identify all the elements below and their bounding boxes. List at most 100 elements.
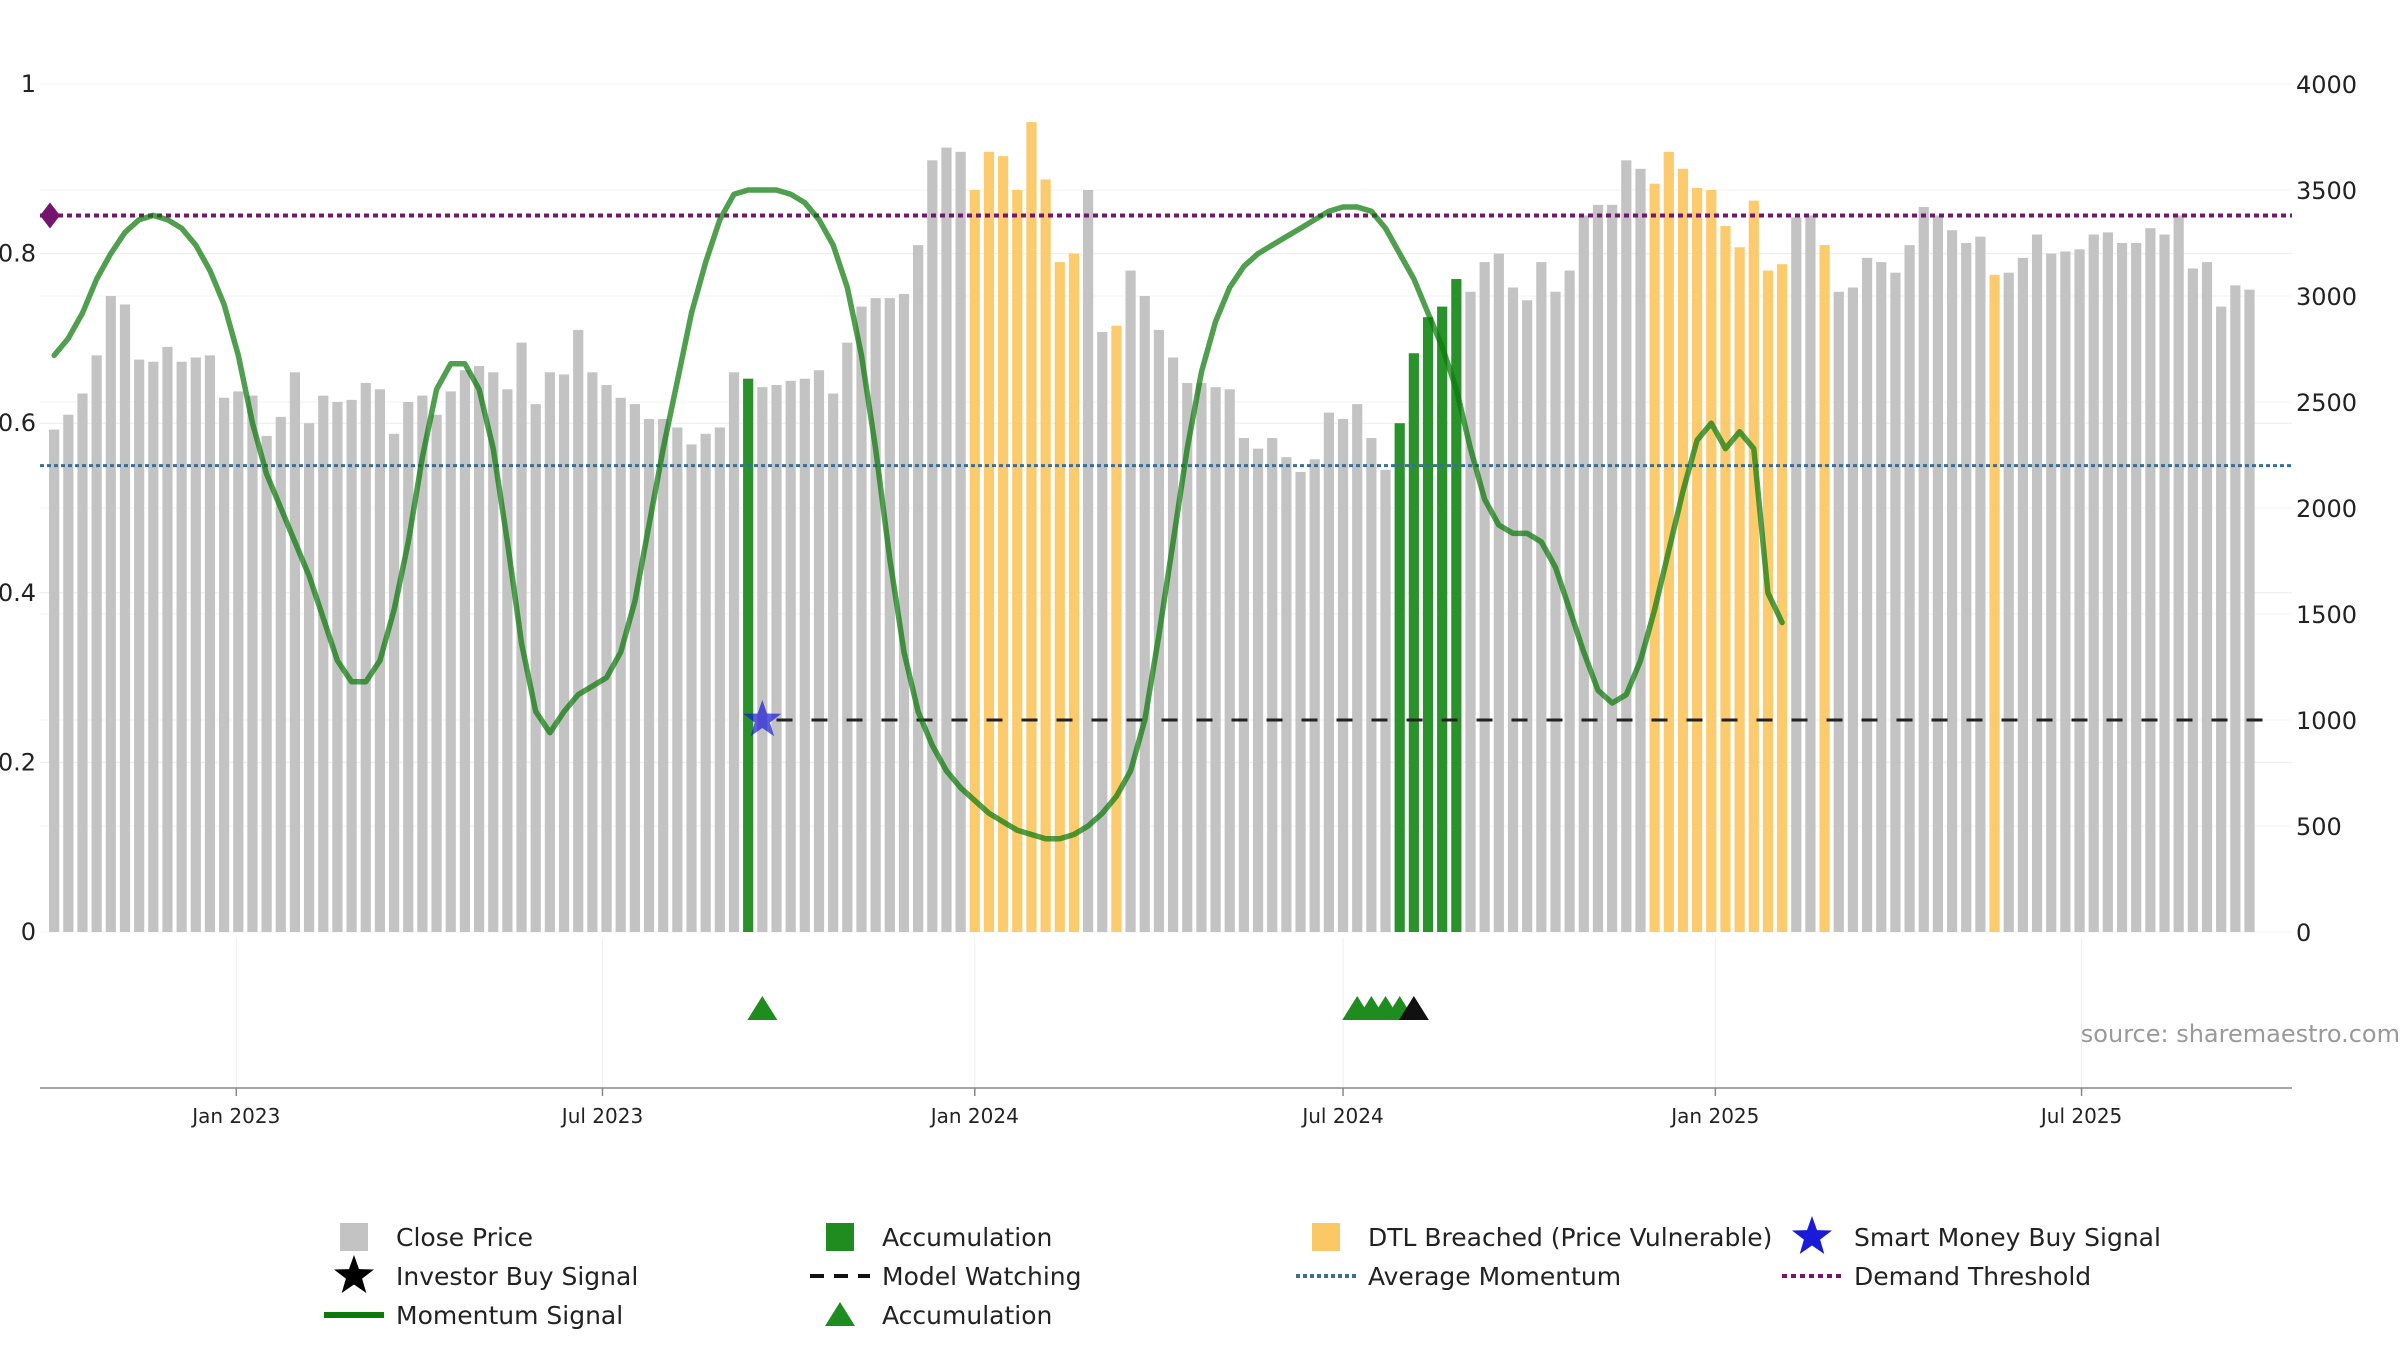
- close-price-bar: [1309, 459, 1320, 932]
- close-price-bar: [714, 427, 725, 932]
- legend-label: Close Price: [396, 1223, 533, 1252]
- close-price-bar: [870, 298, 881, 932]
- close-price-bar: [1097, 332, 1108, 932]
- close-price-bar: [1861, 257, 1873, 933]
- close-price-bar: [658, 418, 669, 933]
- y-left-tick-label: 0.4: [0, 579, 36, 607]
- close-price-bar: [771, 385, 782, 932]
- close-price-bar: [2031, 234, 2043, 932]
- close-price-bar: [2244, 289, 2255, 932]
- smart-money-star-icon: [1792, 1216, 1832, 1254]
- source-note: source: sharemaestro.com: [2081, 1020, 2400, 1048]
- close-price-bar: [672, 427, 683, 932]
- close-price-bar: [1550, 291, 1561, 932]
- y-left-tick-label: 0: [21, 918, 36, 946]
- dtl-breached-bar: [1989, 274, 2000, 932]
- close-price-bar: [417, 395, 428, 932]
- close-price-bar: [1238, 438, 1249, 932]
- momentum-signal-line: [51, 187, 1785, 842]
- dtl-breached-bar: [1068, 253, 1080, 933]
- close-price-bar: [2060, 251, 2071, 933]
- y-left-tick-label: 0.2: [0, 748, 36, 776]
- legend-label: Accumulation: [882, 1301, 1052, 1330]
- close-price-bar: [1323, 412, 1334, 933]
- smart-money-buy-star: [743, 700, 782, 737]
- dtl-breached-bar: [1720, 226, 1731, 933]
- close-price-bar: [2145, 228, 2156, 932]
- accumulation-bar: [743, 378, 754, 932]
- close-price-bar: [1295, 471, 1306, 932]
- dtl-breached-bar: [1054, 262, 1065, 933]
- bar-series: [49, 122, 2255, 933]
- close-price-bar: [1890, 272, 1901, 932]
- close-price-bar: [2131, 243, 2142, 932]
- close-price-bar: [1125, 270, 1136, 932]
- accumulation-bar: [1451, 279, 1462, 932]
- legend: Close Price Accumulation DTL Breached (Pri…: [324, 1216, 2161, 1330]
- dtl-breached-bar: [1111, 325, 1122, 932]
- legend-item: Smart Money Buy Signal: [1792, 1216, 2161, 1254]
- legend-item: Investor Buy Signal: [334, 1255, 638, 1293]
- close-price-bar: [2074, 249, 2085, 933]
- close-price-bar: [643, 418, 655, 933]
- close-price-bar: [1904, 245, 1915, 932]
- dtl-breached-bar: [983, 151, 995, 933]
- close-price-bar: [219, 397, 230, 932]
- close-price-bar: [828, 393, 839, 932]
- close-price-bar: [544, 372, 555, 932]
- close-price-bar: [1578, 215, 1589, 932]
- close-price-bar: [913, 245, 924, 932]
- y-right-tick-label: 1500: [2296, 601, 2357, 629]
- close-price-bar: [119, 304, 131, 933]
- close-price-bar: [927, 160, 938, 932]
- x-tick-label: Jan 2025: [1669, 1104, 1759, 1128]
- close-price-bar: [1281, 457, 1292, 932]
- legend-item: Model Watching: [810, 1262, 1082, 1291]
- close-price-bar: [785, 380, 796, 932]
- legend-label: Accumulation: [882, 1223, 1052, 1252]
- close-price-bar: [2003, 272, 2014, 932]
- legend-label: Demand Threshold: [1854, 1262, 2091, 1291]
- close-price-bar: [898, 293, 910, 932]
- dtl-breached-bar: [1734, 247, 1745, 933]
- close-price-bar: [799, 378, 810, 932]
- close-price-bar: [1918, 206, 1929, 932]
- close-price-bar: [1621, 160, 1632, 932]
- close-price-bar: [601, 385, 612, 932]
- x-tick-label: Jan 2023: [190, 1104, 280, 1128]
- close-price-bar: [2159, 234, 2170, 932]
- legend-item: Accumulation: [825, 1301, 1052, 1330]
- legend-label: DTL Breached (Price Vulnerable): [1368, 1223, 1772, 1252]
- close-price-bar: [190, 357, 201, 933]
- accumulation-triangle: [747, 996, 778, 1020]
- close-price-bar: [91, 355, 102, 932]
- close-price-bar: [1479, 262, 1490, 933]
- investor-star-icon: [334, 1255, 374, 1293]
- close-price-bar: [884, 298, 895, 932]
- accumulation-triangle-icon: [825, 1302, 855, 1326]
- close-price-bar: [275, 416, 286, 933]
- line-series: [40, 187, 2292, 842]
- close-price-bar: [1833, 291, 1844, 932]
- close-price-bar: [856, 306, 867, 933]
- close-price-bar: [2102, 232, 2113, 932]
- close-price-bar: [1507, 287, 1519, 932]
- x-tick-label: Jan 2024: [929, 1104, 1019, 1128]
- dtl-breached-bar: [1777, 264, 1788, 932]
- legend-item: Demand Threshold: [1782, 1262, 2091, 1291]
- close-price-bar: [615, 397, 626, 932]
- close-price-bar: [1139, 296, 1150, 932]
- legend-label: Investor Buy Signal: [396, 1262, 638, 1291]
- x-tick-label: Jul 2024: [1300, 1104, 1383, 1128]
- dtl-breached-bar: [1026, 122, 1037, 932]
- close-price-bar: [587, 372, 598, 932]
- close-price-bar: [757, 387, 768, 932]
- y-left-tick-label: 0.8: [0, 240, 36, 268]
- close-price-bar: [162, 346, 173, 932]
- close-price-bar: [1607, 204, 1618, 933]
- close-price-bar: [1196, 382, 1207, 932]
- close-price-bar: [941, 147, 952, 933]
- close-price-bar: [473, 365, 485, 933]
- close-price-bar: [49, 429, 60, 932]
